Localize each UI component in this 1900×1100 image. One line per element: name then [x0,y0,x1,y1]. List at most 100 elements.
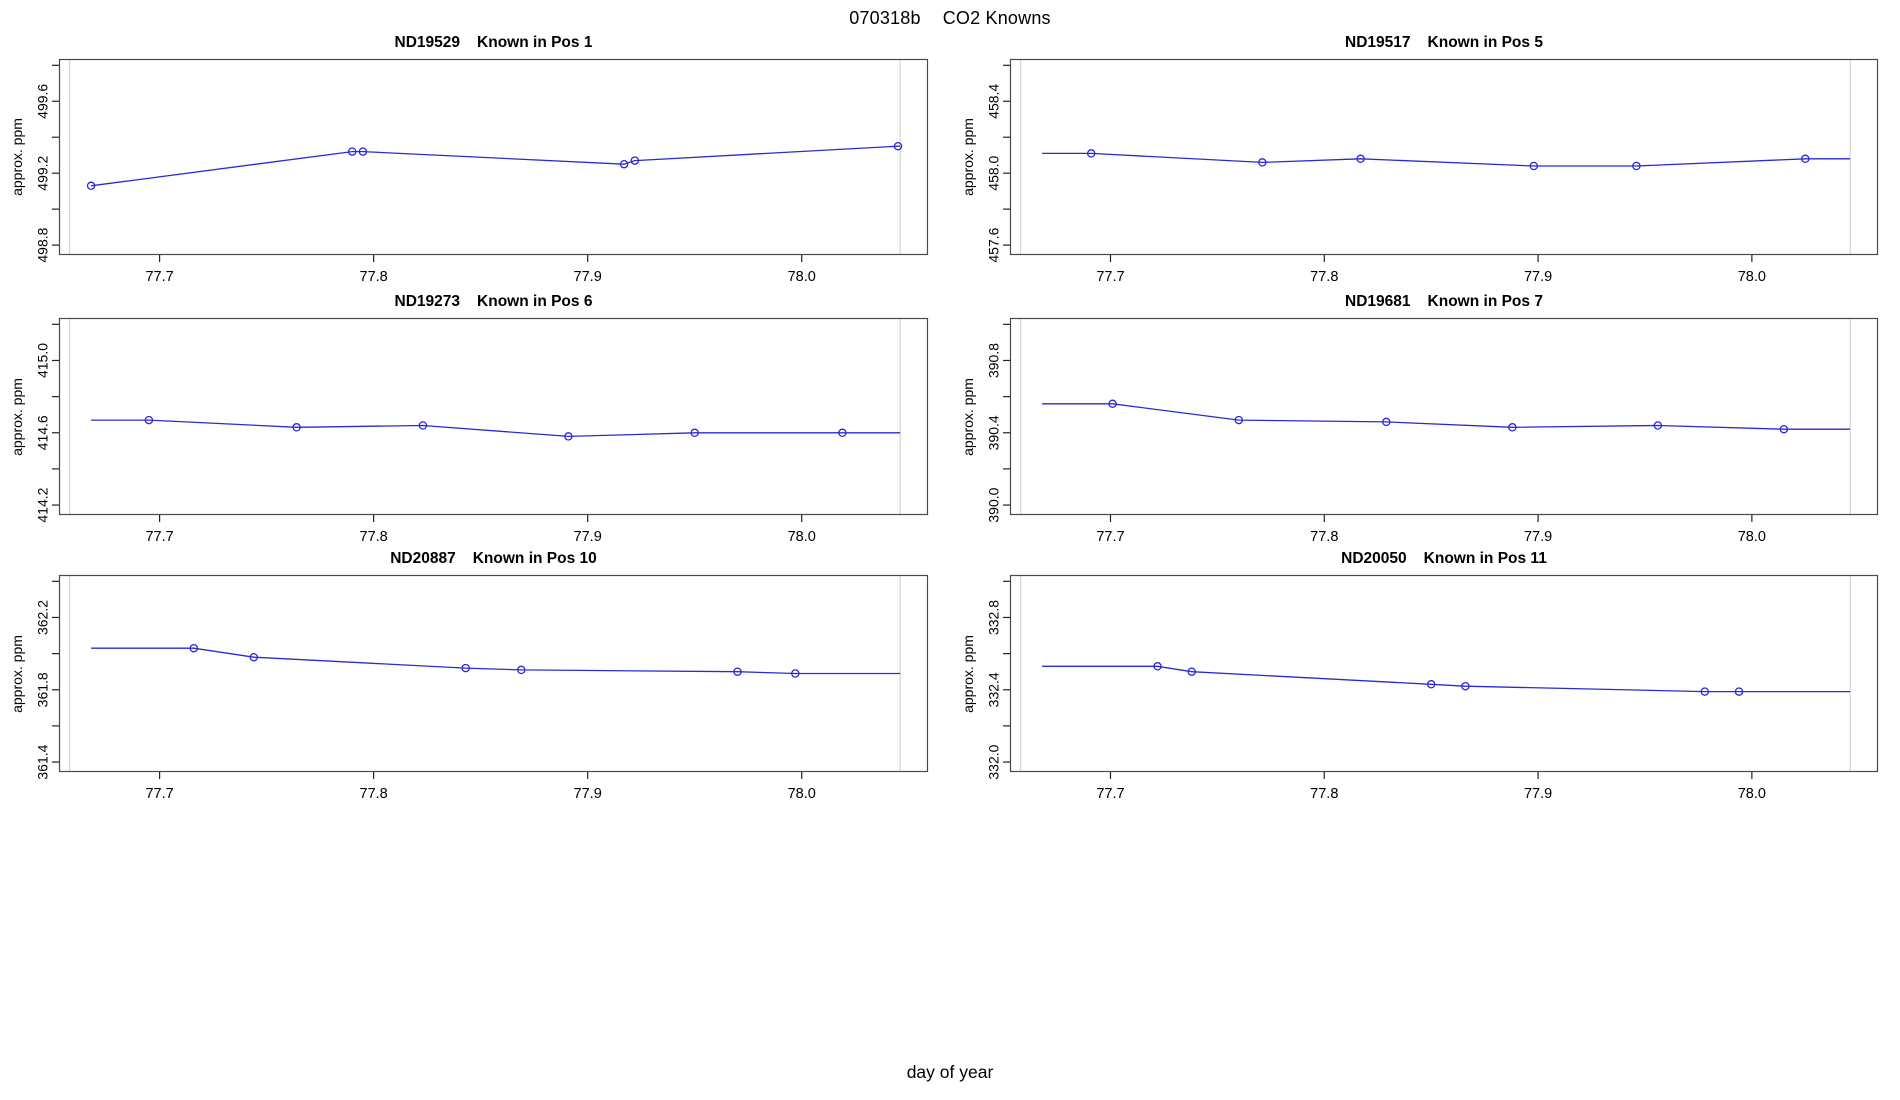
x-tick-label: 77.8 [1310,786,1338,802]
panel-title-ND19529: ND19529 Known in Pos 1 [59,34,928,52]
y-axis-label: approx. ppm [9,377,25,456]
x-tick-label: 78.0 [788,529,816,545]
panel-border [1009,58,1879,256]
y-tick-label: 390.4 [985,415,1001,450]
figure-title: 070318b CO2 Knowns [0,8,1900,29]
data-point [1734,687,1744,696]
y-tick-label: 332.4 [985,672,1001,707]
data-point [564,432,573,441]
panel-title-ND19681: ND19681 Known in Pos 7 [1010,293,1878,311]
position-label: Known in Pos 1 [477,34,593,51]
series-line [91,419,901,438]
data-point [1258,158,1267,167]
data-point [1426,680,1436,689]
data-point [838,428,847,438]
panel-border [58,58,929,256]
position-label: Known in Pos 10 [472,550,597,567]
data-point [1529,161,1539,171]
x-tick-label: 77.9 [574,269,602,285]
y-tick-label: 458.4 [985,84,1001,119]
x-axis-label: day of year [906,1062,994,1082]
panel-title-ND20887: ND20887 Known in Pos 10 [59,550,928,568]
data-point [249,652,259,662]
y-axis-label: approx. ppm [9,118,25,196]
series-line [1042,152,1851,167]
figure-title-run-id: 070318b [849,8,921,28]
x-tick-label: 77.9 [1524,786,1552,802]
y-tick-label: 499.6 [34,84,50,119]
y-tick-label: 458.0 [985,155,1001,190]
sample-id: ND19273 [394,293,461,310]
panel-border [58,574,929,773]
data-point [1653,421,1663,430]
series-line [91,647,901,675]
x-tick-label: 77.7 [145,786,173,802]
figure-title-text: CO2 Knowns [942,8,1051,28]
panel-border [1009,574,1879,773]
data-point [418,421,428,430]
y-tick-label: 332.0 [985,744,1001,779]
data-point [690,428,699,438]
y-tick-label: 498.8 [34,227,50,262]
data-point [1382,417,1391,427]
x-tick-label: 77.7 [1096,269,1124,285]
x-tick-label: 77.7 [145,269,173,285]
x-tick-label: 78.0 [1738,529,1766,545]
y-axis-label: approx. ppm [9,634,25,713]
y-axis-label: approx. ppm [960,118,976,196]
data-point [1700,687,1710,696]
y-tick-label: 414.6 [34,415,50,450]
y-tick-label: 362.2 [34,600,50,635]
data-point [1356,154,1365,164]
data-point [1086,149,1096,158]
data-point [358,147,368,156]
position-label: Known in Pos 6 [477,293,593,310]
data-point [1508,423,1517,432]
y-tick-label: 361.4 [34,744,50,779]
data-point [1108,399,1117,409]
sample-id: ND19517 [1345,34,1411,51]
panel-border [1009,317,1879,516]
data-point [86,181,96,191]
sample-id: ND20887 [390,550,456,567]
data-point [347,147,357,156]
data-point [1779,424,1789,434]
position-label: Known in Pos 5 [1427,34,1543,51]
y-axis-label: approx. ppm [960,634,976,713]
x-tick-label: 77.7 [145,529,173,545]
y-tick-label: 414.2 [34,487,50,522]
data-point [1632,161,1641,171]
x-tick-label: 77.9 [574,529,602,545]
x-tick-label: 77.7 [1096,786,1124,802]
y-tick-label: 390.8 [985,343,1001,378]
plot-area-ND19273: 414.2 414.6 415.0 77.7 77.8 77.9 78.0 [34,317,929,545]
sample-id: ND20050 [1341,550,1407,567]
plot-area-ND19529: 498.8 499.2 499.6 77.7 77.8 77.9 78.0 [34,58,929,285]
plot-area-ND19517: 457.6 458.0 458.4 77.7 77.8 77.9 78.0 [985,58,1879,285]
data-point [189,643,199,653]
data-point [1801,154,1810,164]
data-point [893,141,903,151]
plot-area-ND19681: 390.0 390.4 390.8 77.7 77.8 77.9 78.0 [985,317,1879,545]
data-point [517,665,526,675]
x-tick-label: 77.8 [1310,529,1338,545]
x-tick-label: 77.9 [574,786,602,802]
y-tick-label: 390.0 [985,487,1001,522]
data-point [292,423,301,432]
data-point [733,667,742,676]
position-label: Known in Pos 7 [1427,293,1543,310]
x-tick-label: 77.7 [1096,529,1124,545]
data-point [1234,415,1244,425]
panel-title-ND19517: ND19517 Known in Pos 5 [1010,34,1878,52]
x-tick-label: 77.9 [1524,269,1552,285]
x-tick-label: 77.8 [1310,269,1338,285]
x-tick-label: 78.0 [788,269,816,285]
x-tick-label: 77.8 [360,529,388,545]
x-tick-label: 78.0 [1738,269,1766,285]
y-tick-label: 457.6 [985,227,1001,262]
series-line [1042,403,1851,430]
x-tick-label: 77.9 [1524,529,1552,545]
data-point [791,669,800,678]
sample-id: ND19681 [1345,293,1411,310]
